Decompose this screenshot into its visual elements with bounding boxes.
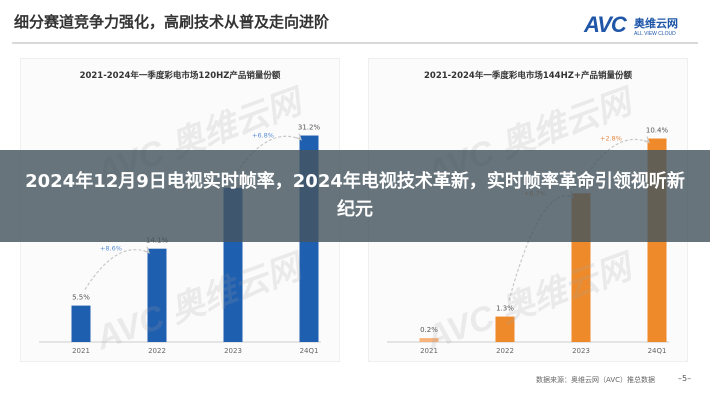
logo-en-text: ALL VIEW CLOUD [634,31,676,37]
data-label: 1.3% [496,305,514,313]
chart-title: 2021-2024年一季度彩电市场120HZ产品销量份额 [80,70,281,81]
growth-label: +6.8% [252,132,274,140]
x-tick-label: 24Q1 [648,347,667,355]
x-tick-label: 2021 [72,347,90,355]
data-source-note: 数据来源：奥维云网（AVC）推总数据 [536,376,656,384]
data-label: 10.4% [646,127,669,135]
x-tick-label: 24Q1 [300,347,319,355]
title-divider [12,42,698,44]
data-label: 5.5% [72,294,90,302]
headline-text: 2024年12月9日电视实时帧率，2024年电视技术革新，实时帧率革命引领视听新… [25,171,685,220]
avc-logo: AVC 奥维云网 ALL VIEW CLOUD [584,12,702,42]
growth-arrowhead [143,246,150,254]
x-tick-label: 2021 [420,347,438,355]
chart-title: 2021-2024年一季度彩电市场144HZ+产品销量份额 [424,70,632,81]
bar [71,305,91,342]
bar [419,338,439,342]
x-tick-label: 2023 [224,347,242,355]
page-title: 细分赛道竞争力强化，高刷技术从普及走向进阶 [14,13,330,31]
growth-arrowhead [643,136,650,144]
data-label: 31.2% [298,124,321,132]
growth-arrowhead [295,133,302,141]
data-label: 0.2% [420,326,438,334]
page-number: –5– [678,374,692,383]
growth-arrow [84,249,150,290]
headline-banner [0,150,710,242]
bar [495,316,515,342]
x-tick-label: 2023 [572,347,590,355]
logo-cn-text: 奥维云网 [634,17,678,30]
bar [147,248,167,342]
growth-label: +2.8% [600,135,622,143]
logo-avc-text: AVC [584,12,627,37]
x-tick-label: 2022 [496,347,514,355]
x-tick-label: 2022 [148,347,166,355]
growth-label: +8.6% [100,245,122,253]
